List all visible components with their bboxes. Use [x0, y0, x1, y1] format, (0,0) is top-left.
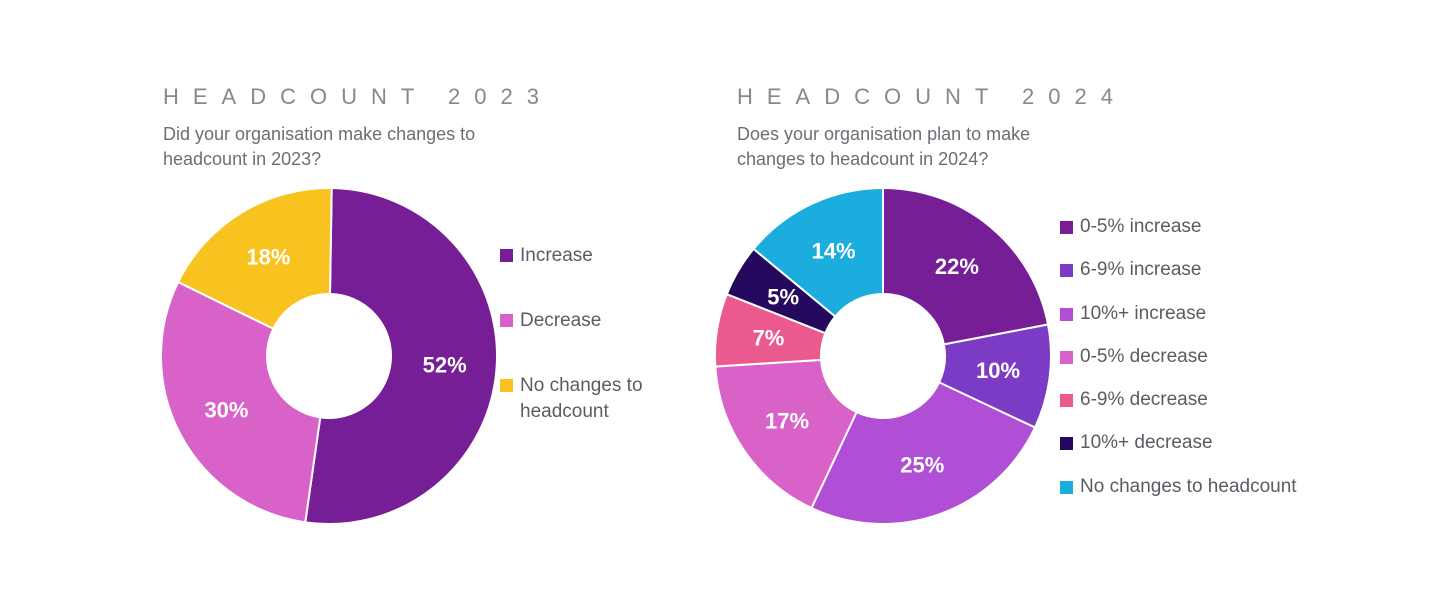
legend-item: 10%+ increase: [1060, 301, 1360, 344]
legend-swatch: [1060, 307, 1073, 321]
legend-swatch: [1060, 264, 1073, 278]
data-label: 14%: [812, 239, 856, 264]
legend-item: Increase: [500, 243, 680, 269]
legend-item: 10%+ decrease: [1060, 430, 1360, 473]
chart-legend: Increase Decrease No changes to headcoun…: [500, 243, 680, 464]
slice-decrease: [160, 280, 322, 524]
legend-label: Decrease: [520, 310, 602, 331]
chart-subtitle: Did your organisation make changes to he…: [163, 124, 476, 169]
legend-swatch: [1060, 221, 1073, 234]
legend-item: Decrease: [500, 308, 680, 334]
legend-label: 10%+ decrease: [1080, 432, 1213, 454]
legend-swatch: [1060, 480, 1073, 494]
chart-subtitle: Does your organisation plan to make chan…: [737, 124, 1031, 169]
legend-label: 6-9% decrease: [1080, 389, 1208, 411]
legend-swatch: [1060, 350, 1073, 364]
chart-title: HEADCOUNT 2024: [737, 84, 1127, 109]
legend-item: 0-5% decrease: [1060, 344, 1360, 387]
legend-swatch: [1060, 437, 1073, 451]
data-label: 22%: [935, 254, 979, 279]
data-label: 18%: [246, 245, 290, 270]
data-label: 5%: [767, 284, 799, 309]
legend-swatch: [500, 379, 513, 392]
data-label: 52%: [423, 353, 467, 378]
slice-0-5-increase: [882, 186, 1050, 346]
data-label: 17%: [765, 409, 809, 434]
slice-10-increase: [810, 381, 1037, 525]
legend-swatch: [500, 249, 513, 262]
slice-increase: [304, 187, 498, 525]
chart-panel-2024: HEADCOUNT 2024 Does your organisation pl…: [700, 0, 1440, 596]
slice-no-changes-to-headcount: [176, 187, 333, 331]
chart-title: HEADCOUNT 2023: [163, 84, 553, 109]
legend-label: Increase: [520, 245, 593, 266]
legend-swatch: [1060, 394, 1073, 408]
legend-item: 0-5% increase: [1060, 214, 1360, 257]
donut-chart-2024: 22% 10% 25% 17% 7% 5% 14%: [714, 186, 1052, 525]
legend-item: 6-9% decrease: [1060, 387, 1360, 430]
legend-label: No changes to headcount: [520, 375, 643, 422]
data-label: 10%: [976, 358, 1020, 383]
donut-chart-2023: 52% 30% 18%: [160, 187, 498, 525]
data-label: 7%: [753, 325, 785, 350]
legend-label: No changes to headcount: [1080, 475, 1297, 497]
data-label: 30%: [204, 398, 248, 423]
legend-item: No changes to headcount: [500, 373, 680, 425]
legend-label: 0-5% increase: [1080, 216, 1202, 237]
data-label: 25%: [900, 453, 944, 478]
legend-item: 6-9% increase: [1060, 257, 1360, 300]
legend-label: 6-9% increase: [1080, 259, 1202, 281]
legend-label: 10%+ increase: [1080, 302, 1207, 324]
legend-item: No changes to headcount: [1060, 474, 1360, 517]
chart-panel-2023: HEADCOUNT 2023 Did your organisation mak…: [0, 0, 700, 596]
slice-0-5-decrease: [714, 358, 858, 510]
slice-no-changes-to-headcount: [752, 186, 884, 318]
legend-label: 0-5% decrease: [1080, 345, 1208, 367]
chart-legend: 0-5% increase 6-9% increase 10%+ increas…: [1060, 214, 1360, 517]
legend-swatch: [500, 314, 513, 327]
